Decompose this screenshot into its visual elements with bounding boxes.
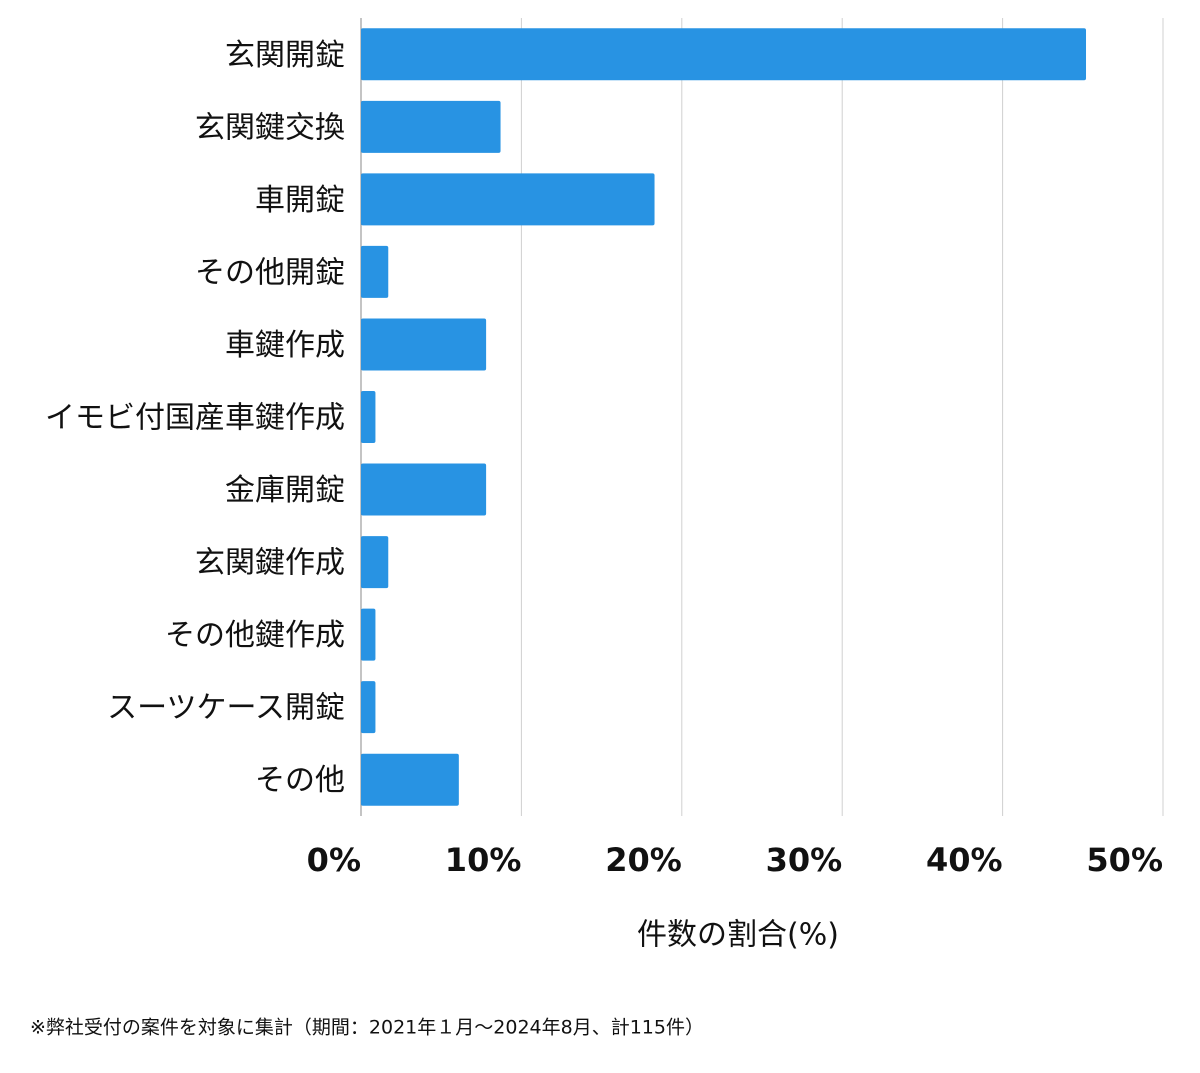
bar bbox=[361, 608, 376, 661]
x-tick-label: 50% bbox=[1086, 841, 1163, 879]
y-tick-label: イモビ付国産車鍵作成 bbox=[45, 401, 345, 436]
bar bbox=[361, 391, 376, 443]
y-tick-label: 車開錠 bbox=[255, 183, 345, 218]
bar bbox=[361, 463, 487, 516]
y-tick-label: その他鍵作成 bbox=[165, 618, 345, 653]
y-tick-label: スーツケース開錠 bbox=[107, 691, 345, 726]
bar bbox=[361, 681, 376, 734]
bar bbox=[361, 753, 459, 806]
bar bbox=[361, 536, 389, 589]
bar bbox=[361, 318, 487, 371]
x-tick-label: 40% bbox=[926, 841, 1003, 879]
x-tick-label: 0% bbox=[307, 841, 361, 879]
bar bbox=[361, 173, 655, 226]
y-tick-label: 玄関開錠 bbox=[225, 38, 345, 73]
x-tick-label: 10% bbox=[445, 841, 522, 879]
x-tick-label: 30% bbox=[766, 841, 843, 879]
y-tick-label: 玄関鍵作成 bbox=[195, 546, 345, 581]
bar bbox=[361, 28, 1087, 81]
y-tick-label: 玄関鍵交換 bbox=[195, 110, 345, 145]
footnote: ※弊社受付の案件を対象に集計（期間：2021年１月～2024年8月、計115件） bbox=[30, 1017, 704, 1039]
y-tick-label: 金庫開錠 bbox=[225, 473, 345, 508]
x-axis-label: 件数の割合(%) bbox=[637, 918, 839, 953]
y-tick-label: その他 bbox=[255, 763, 345, 798]
x-tick-label: 20% bbox=[605, 841, 682, 879]
y-tick-label: その他開錠 bbox=[195, 255, 345, 290]
bar bbox=[361, 100, 501, 153]
y-tick-label: 車鍵作成 bbox=[225, 328, 345, 363]
bar bbox=[361, 245, 389, 298]
